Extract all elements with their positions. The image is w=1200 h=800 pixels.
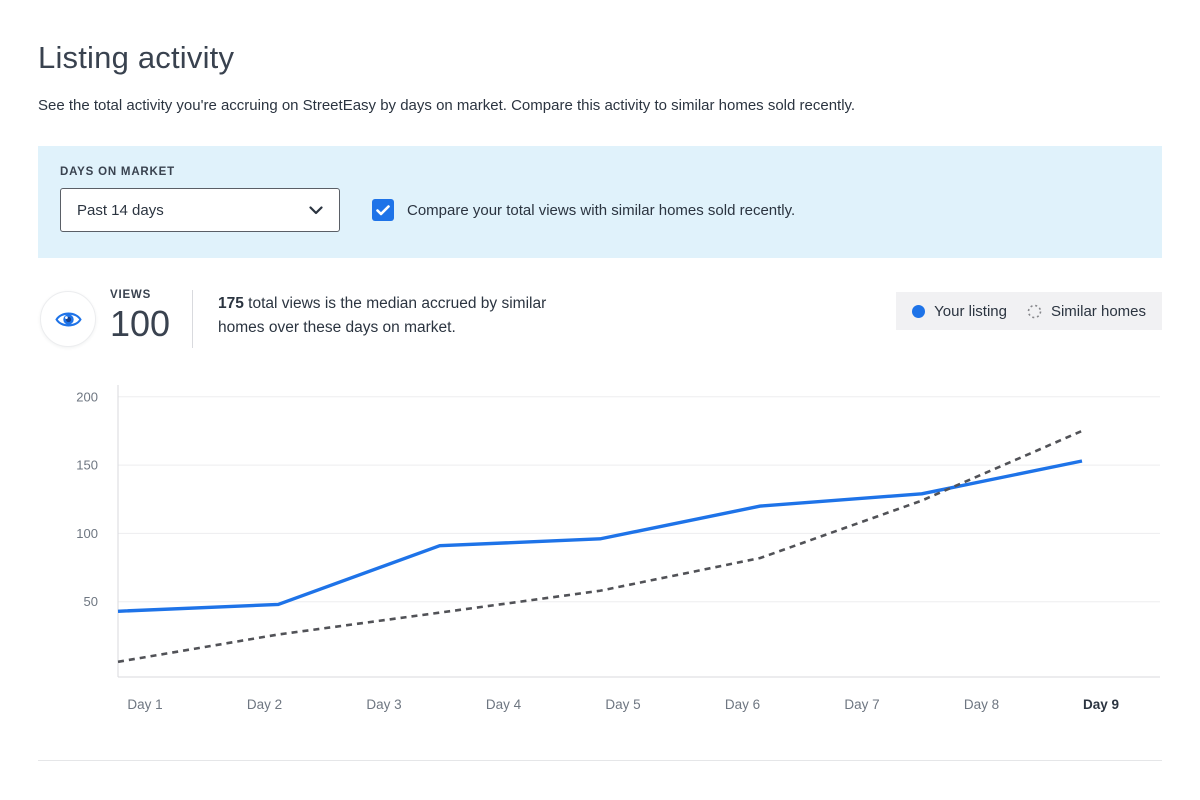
x-tick-label: Day 2 [247,697,282,712]
legend-item-your-listing: Your listing [912,303,1007,320]
views-value: 100 [110,303,171,344]
views-label: VIEWS [110,289,152,301]
days-on-market-dropdown[interactable]: Past 14 days [60,188,340,232]
x-tick-label: Day 1 [127,697,162,712]
median-description: 175 total views is the median accrued by… [218,292,570,340]
x-tick-label: Day 8 [964,697,999,712]
x-tick-label: Day 5 [605,697,640,712]
page-subtitle: See the total activity you're accruing o… [38,97,856,114]
section-divider [38,760,1162,761]
y-tick-label: 150 [76,458,98,473]
filter-bar: DAYS ON MARKET Past 14 days Compare your… [38,146,1162,258]
legend-item-similar-homes: Similar homes [1027,303,1146,320]
x-tick-label: Day 6 [725,697,760,712]
dashed-circle-icon [1027,304,1042,319]
chevron-down-icon [309,205,323,215]
x-tick-label: Day 4 [486,697,522,712]
y-tick-label: 100 [76,526,98,541]
dropdown-selected-value: Past 14 days [77,201,164,219]
your-listing-line [117,459,1083,613]
legend-item-label: Similar homes [1050,302,1146,320]
x-tick-label: Day 9 [1083,697,1119,712]
median-description-text: total views is the median accrued by sim… [218,295,547,336]
vertical-divider [192,290,193,348]
compare-checkbox-group[interactable]: Compare your total views with similar ho… [372,199,795,221]
page-title: Listing activity [38,40,235,75]
checkmark-icon [376,204,390,216]
x-tick-label: Day 3 [366,697,401,712]
similar-homes-line [117,429,1083,664]
views-badge [40,291,96,347]
chart-legend: Your listing Similar homes [896,292,1162,330]
activity-chart: 50 100 150 200 Day 1 Day 2 Day 3 Day 4 Day 5 Day … [76,385,1160,712]
x-tick-label: Day 7 [844,697,879,712]
y-tick-label: 200 [76,389,98,404]
y-tick-label: 50 [84,594,98,609]
days-on-market-label: DAYS ON MARKET [60,166,175,178]
compare-checkbox-label: Compare your total views with similar ho… [407,201,796,219]
solid-dot-icon [912,304,926,318]
median-value: 175 [218,295,244,312]
compare-checkbox[interactable] [372,199,394,221]
eye-icon [54,306,82,333]
legend-item-label: Your listing [934,302,1007,320]
summary-row: VIEWS 100 175 total views is the median … [38,283,1162,357]
